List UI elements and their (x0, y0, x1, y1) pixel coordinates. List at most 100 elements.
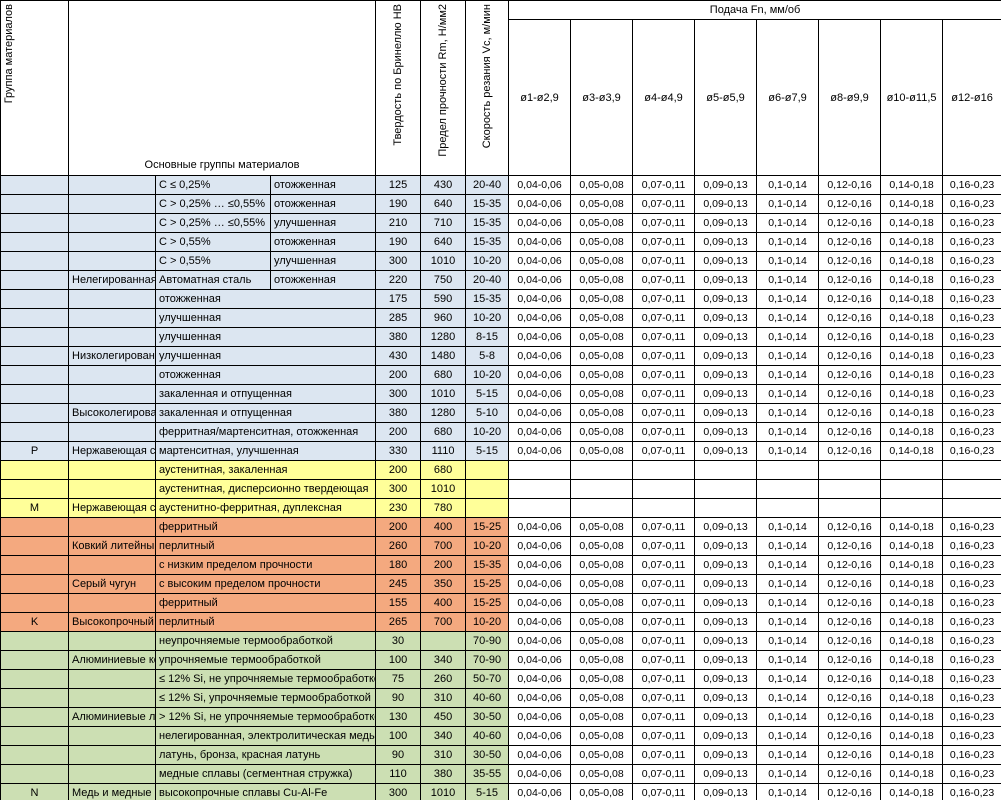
cell-feed-1[interactable]: 0,05-0,08 (570, 403, 634, 423)
table-row[interactable]: ≤ 12% Si, упрочняемые термообработкой 90 3… (0, 688, 1001, 708)
cell-subgroup-name[interactable] (68, 175, 156, 195)
cell-tensile[interactable]: 700 (420, 536, 467, 556)
cell-subgroup-name[interactable] (68, 669, 156, 689)
cell-material[interactable]: аустенитная, дисперсионно твердеющая (154, 479, 377, 499)
cell-feed-1[interactable] (570, 479, 634, 499)
cell-speed[interactable]: 10-20 (465, 365, 510, 385)
cell-speed[interactable]: 35-55 (465, 764, 510, 784)
cell-material[interactable]: ферритный (154, 517, 377, 537)
table-row[interactable]: C > 0,25% … ≤0,55% отожженная 190 640 15-35 0… (0, 194, 1001, 214)
cell-group-letter[interactable] (0, 631, 69, 651)
cell-feed-4[interactable]: 0,1-0,14 (756, 270, 820, 290)
cell-group-letter[interactable]: M (0, 498, 69, 518)
cell-hardness[interactable]: 300 (375, 251, 422, 271)
cell-hardness[interactable]: 300 (375, 783, 422, 800)
cell-hardness[interactable]: 285 (375, 308, 422, 328)
cell-tensile[interactable]: 1280 (420, 327, 467, 347)
cell-subgroup-name[interactable] (68, 688, 156, 708)
cell-feed-0[interactable]: 0,04-0,06 (508, 213, 572, 233)
cell-material[interactable]: ферритная/мартенситная, отожженная (154, 422, 377, 442)
cell-feed-0[interactable]: 0,04-0,06 (508, 517, 572, 537)
cell-feed-7[interactable]: 0,16-0,23 (942, 650, 1001, 670)
table-row[interactable]: ферритный 155 400 15-25 0,04-0,06 0,05-0,08 0,… (0, 593, 1001, 613)
cell-feed-4[interactable]: 0,1-0,14 (756, 574, 820, 594)
cell-feed-1[interactable]: 0,05-0,08 (570, 612, 634, 632)
cell-group-letter[interactable]: N (0, 783, 69, 800)
cell-hardness[interactable]: 110 (375, 764, 422, 784)
cell-feed-2[interactable]: 0,07-0,11 (632, 441, 696, 461)
cell-hardness[interactable]: 155 (375, 593, 422, 613)
cell-material[interactable]: закаленная и отпущенная (154, 403, 377, 423)
cell-feed-3[interactable]: 0,09-0,13 (694, 308, 758, 328)
table-row[interactable]: Высоколегированная стальзакаленная и отп… (0, 403, 1001, 423)
cell-feed-6[interactable]: 0,14-0,18 (880, 536, 944, 556)
cell-feed-6[interactable]: 0,14-0,18 (880, 764, 944, 784)
table-row[interactable]: ферритный 200 400 15-25 0,04-0,06 0,05-0,08 0,… (0, 517, 1001, 537)
cell-feed-4[interactable]: 0,1-0,14 (756, 194, 820, 214)
cell-feed-6[interactable]: 0,14-0,18 (880, 650, 944, 670)
cell-speed[interactable] (465, 460, 510, 480)
cell-tensile[interactable]: 430 (420, 175, 467, 195)
table-row[interactable]: медные сплавы (сегментная стружка) 110 380… (0, 764, 1001, 784)
cell-feed-3[interactable]: 0,09-0,13 (694, 327, 758, 347)
cell-feed-5[interactable]: 0,12-0,16 (818, 289, 882, 309)
cell-group-letter[interactable] (0, 574, 69, 594)
cell-feed-4[interactable]: 0,1-0,14 (756, 213, 820, 233)
cell-group-letter[interactable] (0, 745, 69, 765)
cell-speed[interactable]: 15-25 (465, 593, 510, 613)
cell-feed-1[interactable]: 0,05-0,08 (570, 175, 634, 195)
table-row[interactable]: неупрочняемые термообработкой 30 70-90 0,04… (0, 631, 1001, 651)
cell-material[interactable]: высокопрочные сплавы Cu-Al-Fe (154, 783, 377, 800)
cell-feed-5[interactable]: 0,12-0,16 (818, 403, 882, 423)
cell-feed-0[interactable]: 0,04-0,06 (508, 289, 572, 309)
cell-speed[interactable] (465, 498, 510, 518)
cell-feed-5[interactable]: 0,12-0,16 (818, 650, 882, 670)
cell-feed-6[interactable] (880, 479, 944, 499)
cell-hardness[interactable]: 90 (375, 745, 422, 765)
cell-feed-4[interactable]: 0,1-0,14 (756, 707, 820, 727)
cell-feed-5[interactable]: 0,12-0,16 (818, 745, 882, 765)
cell-feed-0[interactable]: 0,04-0,06 (508, 764, 572, 784)
cell-material[interactable]: ферритный (154, 593, 377, 613)
cell-group-letter[interactable] (0, 593, 69, 613)
cell-feed-2[interactable]: 0,07-0,11 (632, 764, 696, 784)
cell-feed-4[interactable]: 0,1-0,14 (756, 783, 820, 800)
cell-feed-2[interactable]: 0,07-0,11 (632, 726, 696, 746)
cell-feed-7[interactable]: 0,16-0,23 (942, 593, 1001, 613)
cell-tensile[interactable]: 640 (420, 232, 467, 252)
cell-material[interactable]: мартенситная, улучшенная (154, 441, 377, 461)
cell-feed-1[interactable]: 0,05-0,08 (570, 441, 634, 461)
cell-hardness[interactable]: 90 (375, 688, 422, 708)
cell-tensile[interactable]: 200 (420, 555, 467, 575)
cell-condition[interactable]: отожженная (269, 194, 377, 214)
cell-feed-2[interactable]: 0,07-0,11 (632, 593, 696, 613)
cell-feed-2[interactable]: 0,07-0,11 (632, 650, 696, 670)
cell-feed-4[interactable]: 0,1-0,14 (756, 555, 820, 575)
cell-feed-2[interactable]: 0,07-0,11 (632, 346, 696, 366)
cell-feed-2[interactable] (632, 498, 696, 518)
cell-feed-7[interactable]: 0,16-0,23 (942, 270, 1001, 290)
cell-feed-4[interactable]: 0,1-0,14 (756, 365, 820, 385)
cell-hardness[interactable]: 100 (375, 726, 422, 746)
table-row[interactable]: C > 0,25% … ≤0,55% улучшенная 210 710 15-35 0… (0, 213, 1001, 233)
cell-feed-1[interactable]: 0,05-0,08 (570, 289, 634, 309)
table-row[interactable]: латунь, бронза, красная латунь 90 310 30-50… (0, 745, 1001, 765)
cell-subgroup-name[interactable] (68, 593, 156, 613)
cell-feed-0[interactable]: 0,04-0,06 (508, 403, 572, 423)
cell-feed-7[interactable]: 0,16-0,23 (942, 707, 1001, 727)
cell-condition[interactable]: улучшенная (269, 213, 377, 233)
cell-feed-0[interactable]: 0,04-0,06 (508, 327, 572, 347)
cell-feed-0[interactable]: 0,04-0,06 (508, 365, 572, 385)
cell-feed-4[interactable]: 0,1-0,14 (756, 536, 820, 556)
cell-feed-7[interactable]: 0,16-0,23 (942, 308, 1001, 328)
cell-feed-7[interactable]: 0,16-0,23 (942, 574, 1001, 594)
cell-speed[interactable]: 30-50 (465, 745, 510, 765)
cell-feed-6[interactable]: 0,14-0,18 (880, 441, 944, 461)
cell-feed-5[interactable]: 0,12-0,16 (818, 612, 882, 632)
cell-material[interactable]: с низким пределом прочности (154, 555, 377, 575)
cell-feed-5[interactable]: 0,12-0,16 (818, 308, 882, 328)
cell-feed-2[interactable]: 0,07-0,11 (632, 536, 696, 556)
cell-group-letter[interactable] (0, 650, 69, 670)
cell-subgroup-name[interactable]: Серый чугун (68, 574, 156, 594)
cell-feed-6[interactable]: 0,14-0,18 (880, 308, 944, 328)
